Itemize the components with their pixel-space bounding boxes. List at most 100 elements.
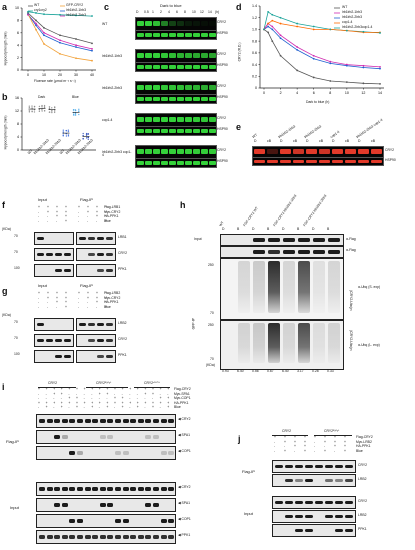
c-band-label-cry2: CRY2 [217, 84, 226, 88]
b-ytick: 0 [17, 148, 19, 152]
i-sign: + [167, 396, 170, 400]
b-point [43, 106, 46, 108]
i-blot [36, 498, 176, 512]
i-blot [36, 530, 176, 544]
c-blot-hsp90 [135, 126, 217, 136]
d-ytick: 0.8 [252, 39, 257, 43]
a-point [35, 19, 37, 22]
i-sign: - [114, 391, 116, 396]
b-point [28, 106, 31, 109]
c-band [161, 97, 168, 101]
coip-blot [34, 248, 74, 261]
d-series-line [263, 26, 381, 70]
blot-band [106, 322, 113, 326]
d-xtick: 8 [329, 91, 331, 95]
b-point [54, 110, 56, 112]
c-blot-cry2 [135, 49, 217, 63]
condition: Blue [104, 218, 111, 223]
sign: + [65, 295, 67, 300]
d-ytick: 1.4 [252, 4, 257, 8]
sign: - [47, 300, 49, 304]
j-band [285, 478, 293, 482]
i-band [168, 419, 175, 423]
h-smear [313, 323, 325, 363]
j-band [325, 514, 333, 518]
i-sign: - [129, 396, 131, 400]
h-quant-value: 0.56 [252, 369, 259, 373]
c-band [209, 161, 216, 165]
a-point [91, 42, 93, 45]
d-point [312, 28, 315, 31]
panel-g-kda: (KDa) [2, 313, 11, 317]
panel-a-chart: 0 2 4 6 8 10 0 10 20 30 40 [15, 6, 96, 77]
c-band [193, 65, 200, 69]
d-point [362, 64, 365, 67]
sign: - [47, 214, 49, 218]
i-band [153, 535, 159, 539]
c-band [209, 149, 216, 154]
h-lane: D [282, 227, 285, 231]
i-band [46, 487, 53, 491]
c-band [145, 85, 152, 90]
sign: + [56, 209, 58, 214]
i-band [115, 451, 121, 455]
a-series-line [27, 14, 93, 50]
h-lane: B [237, 227, 240, 231]
d-point [329, 60, 332, 63]
blot-band [55, 268, 62, 272]
c-band [153, 149, 160, 154]
c-band [185, 161, 192, 165]
i-band [99, 435, 106, 439]
panel-b: b 0 4 8 12 16 Hypocotyl length (mm) Dark Blu… [0, 92, 100, 180]
j-band [305, 514, 313, 518]
c-band [137, 129, 144, 133]
i-band [122, 519, 129, 523]
i-sign: + [60, 400, 63, 405]
sign: + [105, 209, 107, 214]
panel-i: i CRY2 CRY2ᴾ³⁵²ᴸ CRY2ˢ⁵⁸⁷ᴬ + + + + + + + + + + + + + + +… [0, 378, 230, 550]
i-sign: + [167, 387, 170, 391]
b-point [48, 111, 51, 113]
sign: - [56, 304, 58, 309]
i-band [107, 503, 114, 507]
panel-i-input-label: Input [10, 505, 19, 510]
i-band [160, 451, 167, 455]
sign: - [38, 209, 40, 214]
h-smear [328, 261, 340, 313]
c-band [145, 117, 152, 122]
c-band [177, 53, 184, 58]
d-legend-0: WT [342, 5, 348, 9]
b-point [78, 108, 80, 111]
d-point [362, 82, 365, 85]
c-band-label-hsp90: HSP90 [217, 95, 228, 99]
i-band [77, 487, 83, 491]
j-band [295, 500, 303, 504]
i-sign: + [60, 405, 63, 409]
b-point [85, 137, 88, 139]
i-sign: - [68, 405, 70, 409]
a-point [43, 34, 45, 37]
sign: + [96, 205, 98, 209]
b-point [53, 111, 56, 114]
h-lane: B [327, 227, 330, 231]
c-band [153, 97, 160, 101]
coip-blot [76, 232, 116, 245]
sign: + [56, 205, 58, 209]
i-band [107, 435, 114, 439]
sign: + [87, 209, 89, 214]
c-band [161, 65, 168, 69]
panel-j-flag-label: Flag-IP [242, 469, 255, 474]
b-point [28, 111, 31, 113]
j-sign: - [294, 448, 296, 453]
panel-j: j CRY2 CRY2ᴾ³⁵²ᴸ + + + + + + + + - + + + - + + + - - + + - - + +… [236, 420, 415, 550]
i-band-label: ◀ CRY2 [178, 417, 191, 421]
h-quant-value: 0.33 [327, 369, 334, 373]
b-point [31, 105, 33, 107]
coip-blot [34, 350, 74, 363]
c-band [209, 33, 216, 37]
d-point [312, 54, 315, 57]
a-point [59, 39, 61, 42]
sign: - [78, 214, 80, 218]
panel-label-c: c [104, 2, 110, 12]
c-band [177, 129, 184, 133]
